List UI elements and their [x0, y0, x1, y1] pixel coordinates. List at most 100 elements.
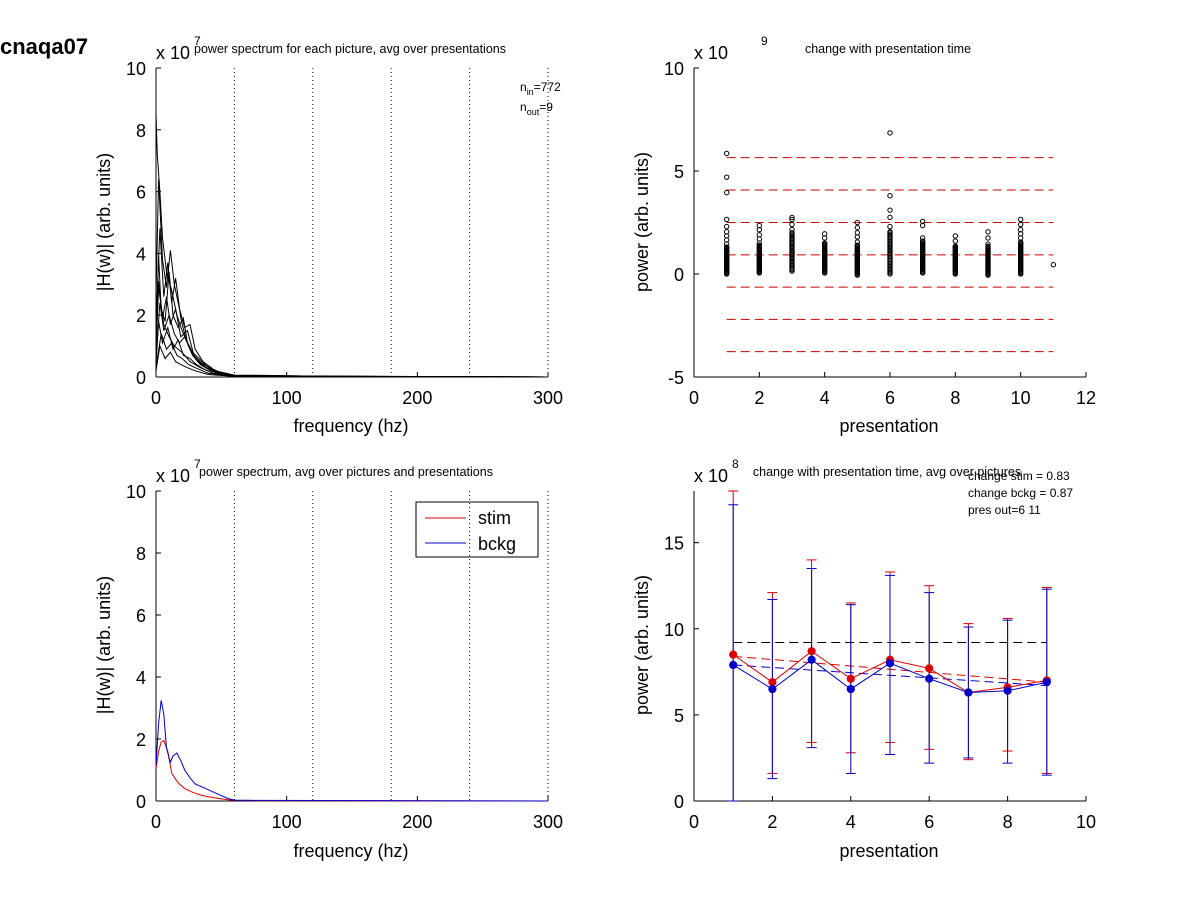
panel2-data-point [1017, 221, 1024, 228]
panel2-x-tick-label: 0 [689, 388, 699, 408]
panel2-data-point [854, 242, 861, 248]
panel-spectrum-each-picture: power spectrum for each picture, avg ove… [94, 34, 563, 436]
panel4-marker-bckg [1042, 678, 1051, 687]
panel4-y-tick-label: 5 [674, 706, 684, 726]
panel2-x-tick-label: 2 [754, 388, 764, 408]
panel1-n-annotation: nin=772 nout=9 [520, 80, 561, 117]
panel1-x-tick-label: 100 [272, 388, 302, 408]
panel4-annotation-change-stim: change stim = 0.83 [968, 469, 1070, 483]
panel2-y-tick-label: 10 [664, 59, 684, 79]
panel2-data-point [723, 244, 730, 250]
panel2-exponent-power: 9 [761, 34, 768, 48]
panel4-marker-stim [729, 650, 738, 659]
panel1-n-in-label: nin=772 [520, 80, 561, 97]
panel3-y-tick-label: 2 [136, 730, 146, 750]
panel2-data-point [723, 150, 730, 157]
panel2-data-point [854, 219, 861, 226]
panel1-n-out-value: 9 [546, 100, 553, 114]
panel2-data-point [887, 207, 893, 213]
panel2-data-point [821, 235, 828, 241]
panel2-x-tick-label: 6 [885, 388, 895, 408]
panel3-legend: stim bckg [415, 501, 539, 558]
panel1-spectrum-trace [155, 344, 549, 378]
panel2-data-point [723, 189, 730, 196]
panel-spectrum-avg: power spectrum, avg over pictures and pr… [94, 457, 563, 861]
panel2-data-point [985, 229, 991, 235]
panel3-legend-label-stim: stim [478, 508, 511, 528]
panel2-data-point [789, 214, 795, 221]
panel2-y-tick-label: -5 [668, 368, 684, 388]
panel1-n-in-value: 772 [541, 80, 561, 94]
panel1-ylabel: |H(w)| (arb. units) [94, 153, 114, 291]
panel3-series-stim [155, 739, 549, 802]
panel2-y-tick-label: 5 [674, 162, 684, 182]
panel3-legend-label-bckg: bckg [478, 534, 516, 554]
panel3-x-tick-label: 200 [402, 812, 432, 832]
panel4-ylabel: power (arb. units) [632, 575, 652, 715]
panel4-exponent-base: x 10 [694, 466, 728, 486]
panel3-legend-box [415, 501, 539, 558]
panel4-xlabel: presentation [839, 841, 938, 861]
panel2-xlabel: presentation [839, 416, 938, 436]
figure-title: cnaqa07 [0, 34, 88, 59]
panel-change-presentation-time: change with presentation time x 10 9 pow… [632, 34, 1096, 436]
panel2-data-point [756, 240, 763, 246]
panel4-marker-stim [768, 678, 777, 687]
panel4-x-tick-label: 6 [924, 812, 934, 832]
panel2-ylabel: power (arb. units) [632, 152, 652, 292]
panel3-title: power spectrum, avg over pictures and pr… [199, 465, 493, 479]
panel1-spectrum-trace [155, 256, 549, 378]
panel1-xlabel: frequency (hz) [293, 416, 408, 436]
panel1-y-tick-label: 4 [136, 244, 146, 264]
panel1-plot-area: 0 100 200 300 0 2 4 6 8 10 [126, 59, 563, 408]
panel4-x-tick-label: 10 [1076, 812, 1096, 832]
panel2-data-point [723, 174, 730, 180]
panel4-x-tick-label: 4 [846, 812, 856, 832]
panel3-x-tick-label: 300 [533, 812, 563, 832]
panel1-spectrum-trace [155, 333, 549, 378]
panel2-data-point [919, 222, 926, 229]
panel4-marker-bckg [885, 659, 895, 668]
panel3-plot-area: 0 100 200 300 0 2 4 6 8 10 [126, 482, 563, 832]
panel3-y-tick-label: 6 [136, 606, 146, 626]
panel1-spectrum-trace [155, 287, 549, 378]
panel3-x-tick-label: 0 [151, 812, 161, 832]
panel1-title: power spectrum for each picture, avg ove… [194, 42, 506, 56]
panel4-plot-area: 0 2 4 6 8 10 0 5 10 15 [664, 490, 1096, 832]
panel4-annotation-pres-out: pres out=6 11 [968, 503, 1041, 517]
panel1-y-tick-label: 0 [136, 368, 146, 388]
panel4-title: change with presentation time, avg over … [753, 465, 1021, 479]
panel3-ylabel: |H(w)| (arb. units) [94, 576, 114, 714]
panel4-marker-stim [846, 674, 855, 683]
panel1-spectrum-trace [155, 179, 549, 378]
panel4-y-tick-label: 0 [674, 792, 684, 812]
panel4-y-tick-label: 10 [664, 620, 684, 640]
panel2-data-point [919, 235, 926, 241]
panel4-marker-stim [807, 647, 816, 656]
panel1-y-tick-label: 10 [126, 59, 146, 79]
panel2-data-point [952, 238, 959, 244]
panel4-x-tick-label: 2 [767, 812, 777, 832]
panel4-exponent-power: 8 [732, 457, 739, 471]
panel1-spectrum-trace [155, 114, 548, 378]
panel1-exponent-base: x 10 [156, 43, 190, 63]
panel1-spectrum-trace [155, 321, 549, 378]
panel2-data-point [1017, 216, 1024, 223]
panel4-marker-bckg [729, 660, 738, 670]
panel4-marker-bckg [925, 674, 934, 683]
panel1-y-tick-label: 6 [136, 183, 146, 203]
panel2-exponent-base: x 10 [694, 43, 728, 63]
panel1-x-tick-label: 0 [151, 388, 161, 408]
panel2-data-point [985, 241, 991, 247]
panel2-data-point [952, 233, 959, 239]
panel2-data-point [952, 243, 959, 249]
panel-change-avg-pictures: change with presentation time, avg over … [632, 457, 1096, 861]
panel2-data-point [887, 223, 893, 230]
panel2-data-point [789, 221, 795, 228]
panel4-marker-stim [925, 664, 934, 673]
panel1-spectrum-trace [155, 302, 549, 378]
panel2-data-point [789, 216, 795, 223]
